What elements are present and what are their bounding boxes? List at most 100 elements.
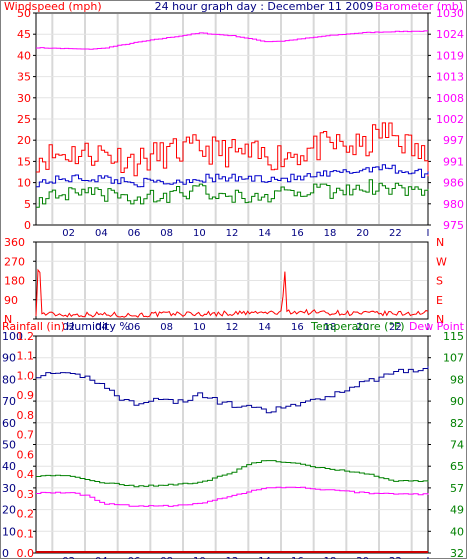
x-tick-label: 02 [62,228,75,239]
x-tick-label: 22 [389,228,402,239]
wind-tick-label: 40 [17,49,31,62]
wind-tick-label: 25 [17,113,31,126]
temperature-tick-label: 40 [450,525,464,538]
series-wind-direction [35,268,429,318]
x-tick-label: 08 [160,228,173,239]
rainfall-tick-label: 0.0 [17,547,35,559]
x-tick-label: 12 [226,228,239,239]
x-tick-label: 16 [291,322,304,333]
humidity-tick-label: 0 [2,547,9,559]
direction-degree-label: 90 [4,294,18,307]
x-tick-label: 14 [258,228,271,239]
x-tick-label: 04 [95,322,108,333]
x-tick-label: 06 [128,322,141,333]
x-tick-label: 10 [193,228,206,239]
temperature-tick-label: 65 [450,460,464,473]
humidity-tick-label: 60 [2,417,16,430]
series-wind-low [36,179,429,208]
temperature-tick-label: 82 [450,417,464,430]
rainfall-tick-label: 0.4 [17,468,35,481]
temperature-tick-label: 107 [443,352,464,365]
x-tick-label: 18 [324,322,337,333]
barometer-tick-label: 975 [443,219,464,232]
temperature-tick-label: 115 [443,330,464,343]
x-tick-label: 22 [389,556,402,559]
x-tick-label: 10 [193,556,206,559]
temperature-axis-title: Temperature (°F) [310,320,405,333]
rainfall-tick-label: 0.3 [17,488,35,501]
wind-tick-label: 5 [24,198,31,211]
rainfall-tick-label: 0.7 [17,429,35,442]
rainfall-axis-title: Rainfall (in) [2,320,65,333]
direction-degree-label: 360 [4,236,25,249]
humidity-tick-label: 80 [2,373,16,386]
humidity-tick-label: 20 [2,504,16,517]
direction-degree-label: N [4,313,12,326]
x-tick-label: 18 [324,556,337,559]
x-tick-label: 04 [95,556,108,559]
x-tick-label: 04 [95,228,108,239]
wind-tick-label: 20 [17,134,31,147]
wind-tick-label: 45 [17,28,31,41]
x-tick-label: 14 [258,556,271,559]
x-tick-label: 02 [62,556,75,559]
wind-tick-label: 30 [17,92,31,105]
series-temperature [36,460,429,488]
x-tick-label: I [427,228,430,239]
series-barometer [36,30,428,50]
temperature-tick-label: 57 [450,482,464,495]
direction-degree-label: 270 [4,255,25,268]
x-tick-label: 20 [356,322,369,333]
barometer-tick-label: 1008 [436,92,464,105]
barometer-tick-label: 1024 [436,28,464,41]
x-tick-label: 12 [226,322,239,333]
humidity-tick-label: 100 [2,330,23,343]
wind-tick-label: 0 [24,219,31,232]
x-tick-label: 08 [160,322,173,333]
direction-compass-label: N [436,236,444,249]
temperature-tick-label: 74 [450,439,464,452]
barometer-tick-label: 980 [443,198,464,211]
direction-compass-label: S [436,275,443,288]
rainfall-tick-label: 1.1 [17,350,35,363]
direction-degree-label: 180 [4,275,25,288]
temperature-tick-label: 32 [450,547,464,559]
x-tick-label: 20 [356,556,369,559]
rainfall-tick-label: 1.2 [17,330,35,343]
humidity-tick-label: 70 [2,395,16,408]
direction-compass-label: N [436,313,444,326]
x-tick-label: 02 [62,322,75,333]
rainfall-tick-label: 0.9 [17,389,35,402]
barometer-tick-label: 997 [443,134,464,147]
humidity-axis-title: Humidity % [66,320,130,333]
barometer-tick-label: 986 [443,177,464,190]
direction-compass-label: E [436,294,443,307]
barometer-axis-title: Barometer (mb) [375,0,463,13]
wind-tick-label: 35 [17,71,31,84]
x-tick-label: 06 [128,228,141,239]
x-tick-label: 14 [258,322,271,333]
barometer-tick-label: 1019 [436,49,464,62]
humidity-tick-label: 50 [2,439,16,452]
temperature-tick-label: 90 [450,395,464,408]
humidity-tick-label: 90 [2,352,16,365]
rainfall-tick-label: 0.6 [17,448,35,461]
humidity-tick-label: 30 [2,482,16,495]
series-dew-point [36,486,429,507]
x-tick-label: I [427,322,430,333]
wind-axis-title: Windspeed (mph) [4,0,102,13]
wind-tick-label: 50 [17,7,31,20]
x-tick-label: 08 [160,556,173,559]
x-tick-label: 06 [128,556,141,559]
barometer-tick-label: 1030 [436,7,464,20]
barometer-tick-label: 1013 [436,71,464,84]
series-humidity [36,366,429,414]
temperature-tick-label: 49 [450,504,464,517]
dew-point-axis-title: Dew Point [409,320,465,333]
wind-tick-label: 15 [17,155,31,168]
x-tick-label: 12 [226,556,239,559]
x-tick-label: 22 [389,322,402,333]
barometer-tick-label: 991 [443,155,464,168]
